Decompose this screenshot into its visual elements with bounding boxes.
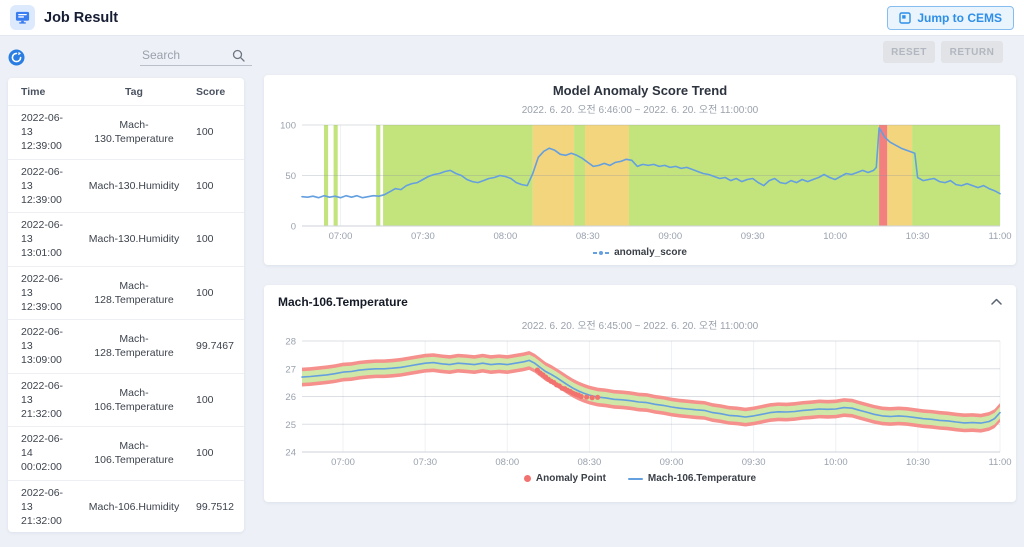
time-cell: 2022-06-13 13:09:00	[8, 319, 76, 374]
tag-cell: Mach-130.Temperature	[76, 105, 192, 160]
anomaly-score-trend-card: Model Anomaly Score Trend 2022. 6. 20. 오…	[264, 75, 1016, 265]
temperature-chart-legend: Anomaly Point Mach-106.Temperature	[264, 473, 1016, 484]
anomaly-score-trend-chart[interactable]: 0 50 100 07:00 07:30 08:00 08:30 09:00 09:30 10:0…	[268, 118, 1012, 246]
collapse-panel-button[interactable]	[991, 298, 1002, 306]
tag-cell: Mach-106.Temperature	[76, 426, 192, 481]
svg-text:25: 25	[285, 420, 296, 431]
tag-cell: Mach-130.Humidity	[76, 158, 192, 213]
table-row[interactable]: 2022-06-13 21:32:00 Mach-106.Temperature 1…	[8, 372, 244, 427]
svg-text:10:00: 10:00	[824, 457, 848, 468]
time-cell: 2022-06-13 12:39:00	[8, 158, 76, 213]
legend-line-dot-marker	[593, 250, 610, 255]
external-window-icon	[899, 11, 912, 24]
temperature-chart-title: Mach-106.Temperature	[278, 295, 408, 309]
search-icon[interactable]	[232, 49, 245, 62]
svg-text:09:00: 09:00	[660, 457, 684, 468]
legend-line-marker	[627, 477, 643, 480]
svg-text:09:00: 09:00	[658, 231, 682, 242]
time-cell: 2022-06-13 12:39:00	[8, 105, 76, 160]
legend-item[interactable]: Mach-106.Temperature	[627, 473, 757, 484]
svg-text:08:30: 08:30	[578, 457, 602, 468]
score-cell: 100	[192, 265, 244, 320]
legend-label: Mach-106.Temperature	[647, 473, 757, 484]
svg-text:100: 100	[280, 121, 296, 132]
results-table: Time Tag Score 2022-06-13 12:39:00 Mach-1…	[8, 78, 244, 532]
table-row[interactable]: 2022-06-13 12:39:00 Mach-130.Humidity 100	[8, 158, 244, 213]
jump-to-cems-button[interactable]: Jump to CEMS	[887, 5, 1014, 30]
svg-text:0: 0	[291, 222, 296, 233]
svg-text:07:00: 07:00	[331, 457, 355, 468]
temperature-chart-daterange: 2022. 6. 20. 오전 6:45:00 ~ 2022. 6. 20. 오…	[521, 321, 759, 332]
table-header-row: Time Tag Score	[8, 78, 244, 106]
results-table-body: 2022-06-13 12:39:00 Mach-130.Temperature 1…	[8, 105, 244, 532]
svg-text:07:00: 07:00	[329, 231, 353, 242]
tag-cell: Mach-106.Humidity	[76, 479, 192, 532]
svg-text:09:30: 09:30	[742, 457, 766, 468]
time-cell: 2022-06-13 12:39:00	[8, 265, 76, 320]
table-row[interactable]: 2022-06-13 12:39:00 Mach-130.Temperature 1…	[8, 105, 244, 160]
table-row[interactable]: 2022-06-14 00:02:00 Mach-106.Temperature 1…	[8, 426, 244, 481]
jump-to-cems-label: Jump to CEMS	[917, 10, 1002, 25]
svg-text:10:30: 10:30	[906, 457, 930, 468]
svg-text:26: 26	[285, 392, 296, 403]
score-cell: 100	[192, 158, 244, 213]
return-button[interactable]: RETURN	[941, 41, 1003, 63]
svg-text:08:30: 08:30	[576, 231, 600, 242]
table-row[interactable]: 2022-06-13 13:09:00 Mach-128.Temperature 9…	[8, 319, 244, 374]
svg-text:07:30: 07:30	[411, 231, 435, 242]
time-cell: 2022-06-13 21:32:00	[8, 479, 76, 532]
score-cell: 100	[192, 426, 244, 481]
reset-button[interactable]: RESET	[883, 41, 935, 63]
time-cell: 2022-06-13 13:01:00	[8, 212, 76, 267]
column-header-tag: Tag	[125, 86, 143, 98]
svg-text:50: 50	[285, 171, 296, 182]
temperature-card: Mach-106.Temperature 2022. 6. 20. 오전 6:4…	[264, 285, 1016, 502]
svg-text:11:00: 11:00	[988, 231, 1011, 242]
chevron-up-icon	[991, 298, 1002, 305]
svg-text:27: 27	[285, 364, 296, 375]
score-cell: 100	[192, 212, 244, 267]
score-cell: 100	[192, 372, 244, 427]
table-row[interactable]: 2022-06-13 12:39:00 Mach-128.Temperature 1…	[8, 265, 244, 320]
column-header-score: Score	[196, 86, 226, 98]
score-cell: 99.7512	[192, 479, 244, 532]
trend-chart-legend: anomaly_score	[264, 247, 1016, 258]
svg-text:10:00: 10:00	[823, 231, 847, 242]
tag-cell: Mach-130.Humidity	[76, 212, 192, 267]
tag-cell: Mach-128.Temperature	[76, 319, 192, 374]
job-result-monitor-icon	[10, 5, 35, 30]
legend-label: anomaly_score	[614, 247, 687, 258]
temperature-card-header: Mach-106.Temperature	[264, 285, 1016, 309]
svg-text:28: 28	[285, 337, 296, 348]
legend-dot-marker	[523, 475, 531, 482]
tag-cell: Mach-128.Temperature	[76, 265, 192, 320]
search-input[interactable]	[140, 47, 232, 63]
svg-text:24: 24	[285, 448, 296, 459]
results-card: Time Tag Score 2022-06-13 12:39:00 Mach-1…	[8, 78, 244, 532]
app-header: Job Result Jump to CEMS	[0, 0, 1024, 36]
column-header-time: Time	[21, 86, 46, 98]
legend-item[interactable]: anomaly_score	[593, 247, 687, 258]
table-row[interactable]: 2022-06-13 13:01:00 Mach-130.Humidity 100	[8, 212, 244, 267]
time-cell: 2022-06-13 21:32:00	[8, 372, 76, 427]
svg-text:07:30: 07:30	[413, 457, 437, 468]
refresh-button[interactable]	[8, 49, 25, 66]
svg-text:08:00: 08:00	[495, 457, 519, 468]
table-row[interactable]: 2022-06-13 21:32:00 Mach-106.Humidity 99.7…	[8, 479, 244, 532]
trend-chart-title: Model Anomaly Score Trend	[552, 83, 728, 98]
temperature-chart[interactable]: 24 25 26 27 28 07:00 07:30 08:00 08:30 09:00 09:30…	[268, 334, 1012, 472]
score-cell: 99.7467	[192, 319, 244, 374]
legend-label: Anomaly Point	[535, 473, 606, 484]
search-box	[140, 47, 252, 66]
page-title: Job Result	[44, 9, 119, 26]
score-cell: 100	[192, 105, 244, 160]
svg-text:10:30: 10:30	[906, 231, 930, 242]
trend-chart-daterange: 2022. 6. 20. 오전 6:46:00 ~ 2022. 6. 20. 오…	[521, 105, 759, 116]
tag-cell: Mach-106.Temperature	[76, 372, 192, 427]
svg-text:08:00: 08:00	[493, 231, 517, 242]
svg-text:11:00: 11:00	[988, 457, 1011, 468]
time-cell: 2022-06-14 00:02:00	[8, 426, 76, 481]
legend-item[interactable]: Anomaly Point	[523, 473, 606, 484]
svg-text:09:30: 09:30	[741, 231, 765, 242]
